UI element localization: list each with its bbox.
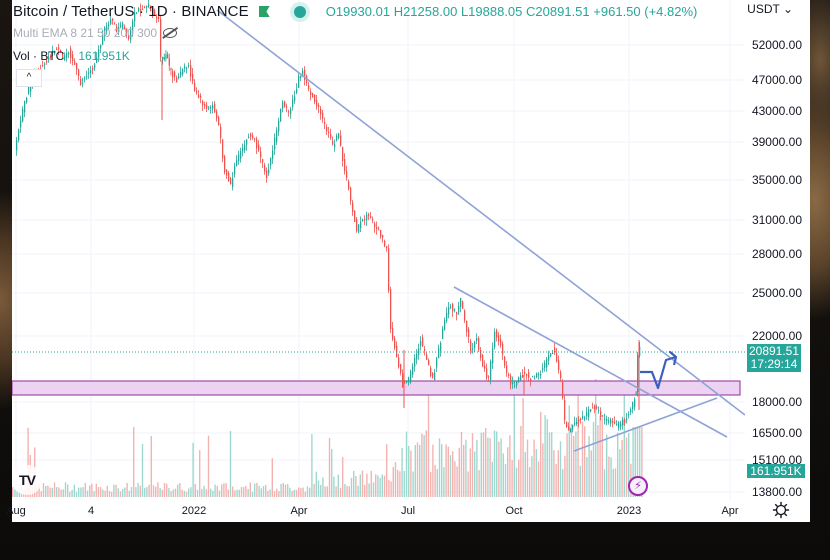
- time-axis-label: 2022: [181, 505, 207, 517]
- price-axis-label: 16500.00: [751, 426, 802, 440]
- price-axis-label: 47000.00: [751, 73, 802, 87]
- tradingview-chart-panel[interactable]: Bitcoin / TetherUS · 1D · BINANCE O19930…: [6, 0, 810, 522]
- currency-selector[interactable]: USDT ⌄: [747, 2, 793, 16]
- symbol-title[interactable]: Bitcoin / TetherUS · 1D · BINANCE: [13, 3, 249, 20]
- time-axis[interactable]: Aug 4 2022 Apr Jul Oct 2023 Apr: [6, 500, 745, 522]
- ema-indicator-legend[interactable]: Multi EMA 8 21 50 200 300: [13, 26, 178, 40]
- time-axis-label: 2023: [616, 505, 642, 517]
- time-axis-label: Apr: [290, 505, 308, 517]
- volume-tag: 161.951K: [747, 464, 805, 478]
- price-axis-label: 28000.00: [751, 247, 802, 261]
- support-zone-rectangle[interactable]: [12, 380, 741, 396]
- market-status-dot-icon[interactable]: [293, 5, 306, 18]
- ascending-support-trendline[interactable]: [573, 397, 718, 452]
- price-axis[interactable]: USDT ⌄ 20891.51 17:29:14 161.951K 52000.…: [745, 0, 810, 522]
- price-axis-label: 31000.00: [751, 213, 802, 227]
- lightning-bolt-icon[interactable]: ⚡: [628, 476, 648, 496]
- volume-indicator-value: 161.951K: [78, 49, 130, 63]
- time-axis-label: Jul: [400, 505, 416, 517]
- flag-icon[interactable]: [258, 6, 270, 17]
- time-axis-label: Oct: [505, 505, 523, 517]
- price-axis-label: 15100.00: [751, 453, 802, 467]
- price-axis-label: 39000.00: [751, 135, 802, 149]
- symbol-legend: Bitcoin / TetherUS · 1D · BINANCE O19930…: [13, 3, 697, 20]
- tradingview-logo[interactable]: TV: [12, 465, 42, 495]
- mid-descending-trendline[interactable]: [453, 286, 728, 438]
- volume-indicator-legend[interactable]: Vol · BTC 161.951K: [13, 49, 130, 63]
- price-axis-label: 22000.00: [751, 329, 802, 343]
- volume-bars: [12, 379, 643, 497]
- volume-indicator-label: Vol · BTC: [13, 49, 65, 63]
- time-axis-label: Apr: [721, 505, 739, 517]
- ohlc-values: O19930.01 H21258.00 L19888.05 C20891.51 …: [325, 4, 698, 19]
- price-axis-label: 18000.00: [751, 395, 802, 409]
- time-axis-label: 4: [87, 505, 95, 517]
- upper-descending-trendline[interactable]: [216, 9, 745, 416]
- price-axis-label: 35000.00: [751, 173, 802, 187]
- price-axis-label: 13800.00: [751, 485, 802, 499]
- settings-gear-icon[interactable]: [772, 501, 790, 519]
- candlestick-series: [16, 0, 641, 433]
- time-axis-label: Aug: [6, 505, 26, 517]
- projection-arrow[interactable]: [640, 350, 678, 390]
- price-chart-canvas[interactable]: [12, 0, 745, 522]
- current-price-value: 20891.51: [748, 344, 800, 358]
- grid-lines: [12, 0, 745, 500]
- eye-hidden-icon[interactable]: [163, 28, 178, 38]
- current-price-tag: 20891.51 17:29:14: [747, 344, 801, 372]
- trendlines: [216, 9, 745, 452]
- price-axis-label: 43000.00: [751, 104, 802, 118]
- bar-countdown: 17:29:14: [750, 357, 798, 371]
- ema-indicator-label: Multi EMA 8 21 50 200 300: [13, 26, 158, 40]
- price-axis-label: 52000.00: [751, 38, 802, 52]
- price-axis-label: 25000.00: [751, 286, 802, 300]
- collapse-legend-button[interactable]: ^: [16, 69, 42, 87]
